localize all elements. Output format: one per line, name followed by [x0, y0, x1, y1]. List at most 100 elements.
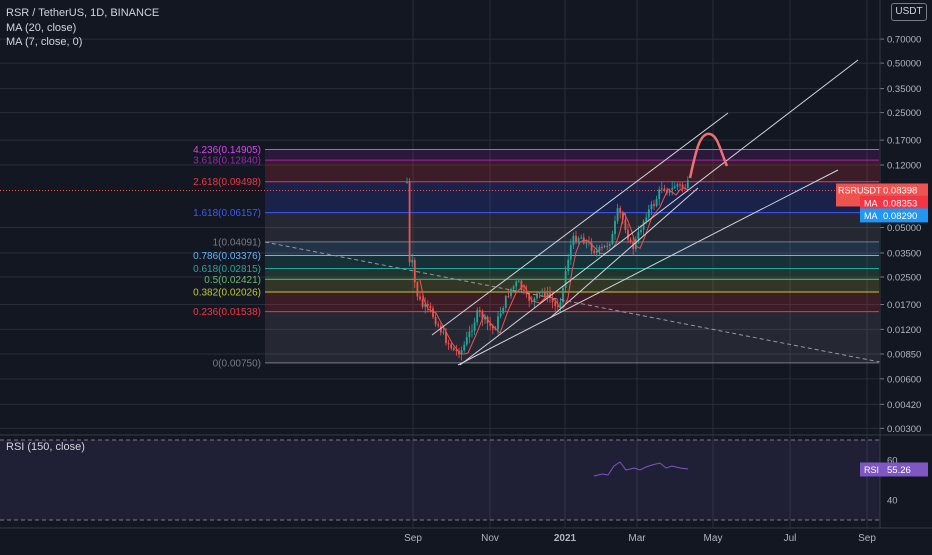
long-trend-line[interactable] — [459, 59, 859, 366]
ma-badge-value: 0.08290 — [883, 211, 917, 222]
candle-body — [590, 242, 593, 251]
fib-band — [265, 241, 879, 256]
candle-body — [650, 204, 653, 210]
support-trend-line[interactable] — [457, 169, 839, 366]
candle-body — [429, 305, 432, 309]
candle-body — [619, 208, 622, 214]
price-tick-label: 0.00600 — [887, 374, 921, 385]
last-price-symbol: RSRUSDT — [838, 185, 882, 195]
candle-body — [515, 281, 518, 287]
channel-upper-line[interactable] — [431, 112, 729, 336]
trend-lines[interactable] — [0, 59, 881, 366]
candle-body — [455, 350, 458, 352]
candle-body — [580, 237, 583, 239]
time-tick-label: 2021 — [554, 533, 577, 544]
rsi-legend[interactable]: RSI (150, close) — [6, 441, 85, 453]
candle-body — [676, 184, 679, 187]
candle-body — [463, 344, 466, 351]
candle-body — [439, 325, 442, 333]
ma-badge-value: 0.08353 — [883, 198, 917, 209]
candle-body — [653, 204, 655, 206]
price-tick-label: 0.50000 — [887, 59, 921, 70]
fib-level-label: 4.236(0.14905) — [193, 145, 261, 156]
candle-body — [533, 298, 536, 302]
candle-body — [460, 350, 463, 355]
candle-body — [645, 217, 648, 222]
fib-level-label: 0.236(0.01538) — [193, 307, 261, 318]
candle-body — [523, 289, 525, 291]
candle-body — [489, 323, 492, 326]
candle-body — [585, 241, 588, 244]
fib-band — [265, 311, 879, 363]
candle-body — [411, 260, 414, 263]
rsi-panel[interactable]: 60 40 RSI 55.26 — [0, 434, 932, 521]
rsi-line — [593, 461, 689, 477]
ma7-legend[interactable]: MA (7, close, 0) — [6, 36, 83, 48]
candle-body — [528, 294, 531, 301]
time-axis[interactable]: Sep Nov 2021 Mar May Jul Sep — [404, 533, 876, 544]
candle-body — [686, 180, 689, 189]
candle-body — [673, 186, 676, 188]
candle-body — [419, 296, 421, 300]
candle-body — [616, 208, 619, 222]
fib-level-label: 0.618(0.02815) — [193, 264, 261, 275]
candle-body — [447, 343, 450, 345]
candle-body — [569, 245, 572, 260]
candle-body — [606, 245, 609, 247]
candle-body — [647, 209, 650, 218]
candle-body — [551, 297, 554, 303]
rsi-band — [0, 440, 880, 520]
candle-body — [406, 181, 408, 183]
candle-body — [567, 259, 570, 272]
candle-body — [413, 260, 416, 283]
ma20-legend[interactable]: MA (20, close) — [6, 22, 77, 34]
candle-body — [481, 311, 484, 320]
candle-body — [437, 324, 440, 326]
candle-body — [679, 184, 681, 186]
candle-body — [502, 307, 505, 314]
price-tick-label: 0.01200 — [887, 325, 921, 336]
candle-body — [671, 187, 674, 190]
candle-body — [465, 337, 468, 345]
candle-body — [614, 221, 616, 234]
candle-body — [499, 313, 502, 317]
rsi-tick-label: 40 — [887, 496, 898, 507]
projection-curve[interactable] — [688, 132, 729, 179]
candle-body — [629, 239, 632, 242]
ma-badge-label: MA — [864, 211, 878, 221]
candle-body — [421, 299, 424, 307]
candle-body — [601, 246, 603, 248]
price-tick-label: 0.00420 — [887, 400, 921, 411]
fib-level-label: 0.786(0.03376) — [193, 251, 261, 262]
fib-band — [265, 291, 879, 312]
time-tick-label: Jul — [784, 533, 797, 544]
fib-level-label: 3.618(0.12840) — [193, 156, 261, 167]
candle-body — [608, 243, 611, 246]
price-tick-label: 0.01700 — [887, 300, 921, 311]
candle-body — [442, 331, 445, 333]
time-tick-label: Sep — [858, 533, 876, 544]
rsi-tick-label: 60 — [887, 456, 898, 467]
candle-body — [554, 302, 557, 306]
currency-badge[interactable]: USDT — [891, 3, 927, 21]
rsi-badge-bg — [860, 462, 928, 477]
candle-body — [575, 235, 577, 242]
candle-body — [663, 188, 666, 191]
price-tick-label: 0.17000 — [887, 136, 921, 147]
ma7-badge: MA 0.08290 — [860, 208, 928, 223]
price-axis[interactable]: 0.70000 0.50000 0.35000 0.25000 0.17000 0.120… — [0, 0, 932, 529]
channel-lower-line[interactable] — [549, 187, 699, 319]
candle-body — [640, 230, 642, 233]
rsi-badge-label: RSI — [864, 465, 879, 475]
candle-body — [562, 287, 564, 303]
ma20-badge: MA 0.08353 — [860, 195, 928, 210]
candle-body — [627, 229, 629, 240]
candle-body — [484, 316, 486, 320]
candle-body — [556, 305, 559, 307]
candle-body — [541, 291, 544, 293]
candle-body — [424, 304, 427, 307]
price-tick-label: 0.12000 — [887, 161, 921, 172]
